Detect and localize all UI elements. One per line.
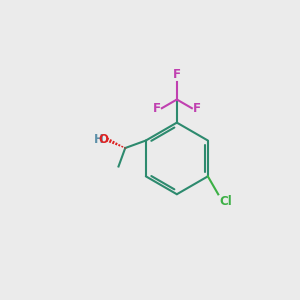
Text: H: H (94, 133, 103, 146)
Text: F: F (152, 102, 160, 115)
Text: F: F (193, 102, 201, 115)
Text: F: F (173, 68, 181, 81)
Text: O: O (98, 133, 108, 146)
Text: Cl: Cl (219, 196, 232, 208)
